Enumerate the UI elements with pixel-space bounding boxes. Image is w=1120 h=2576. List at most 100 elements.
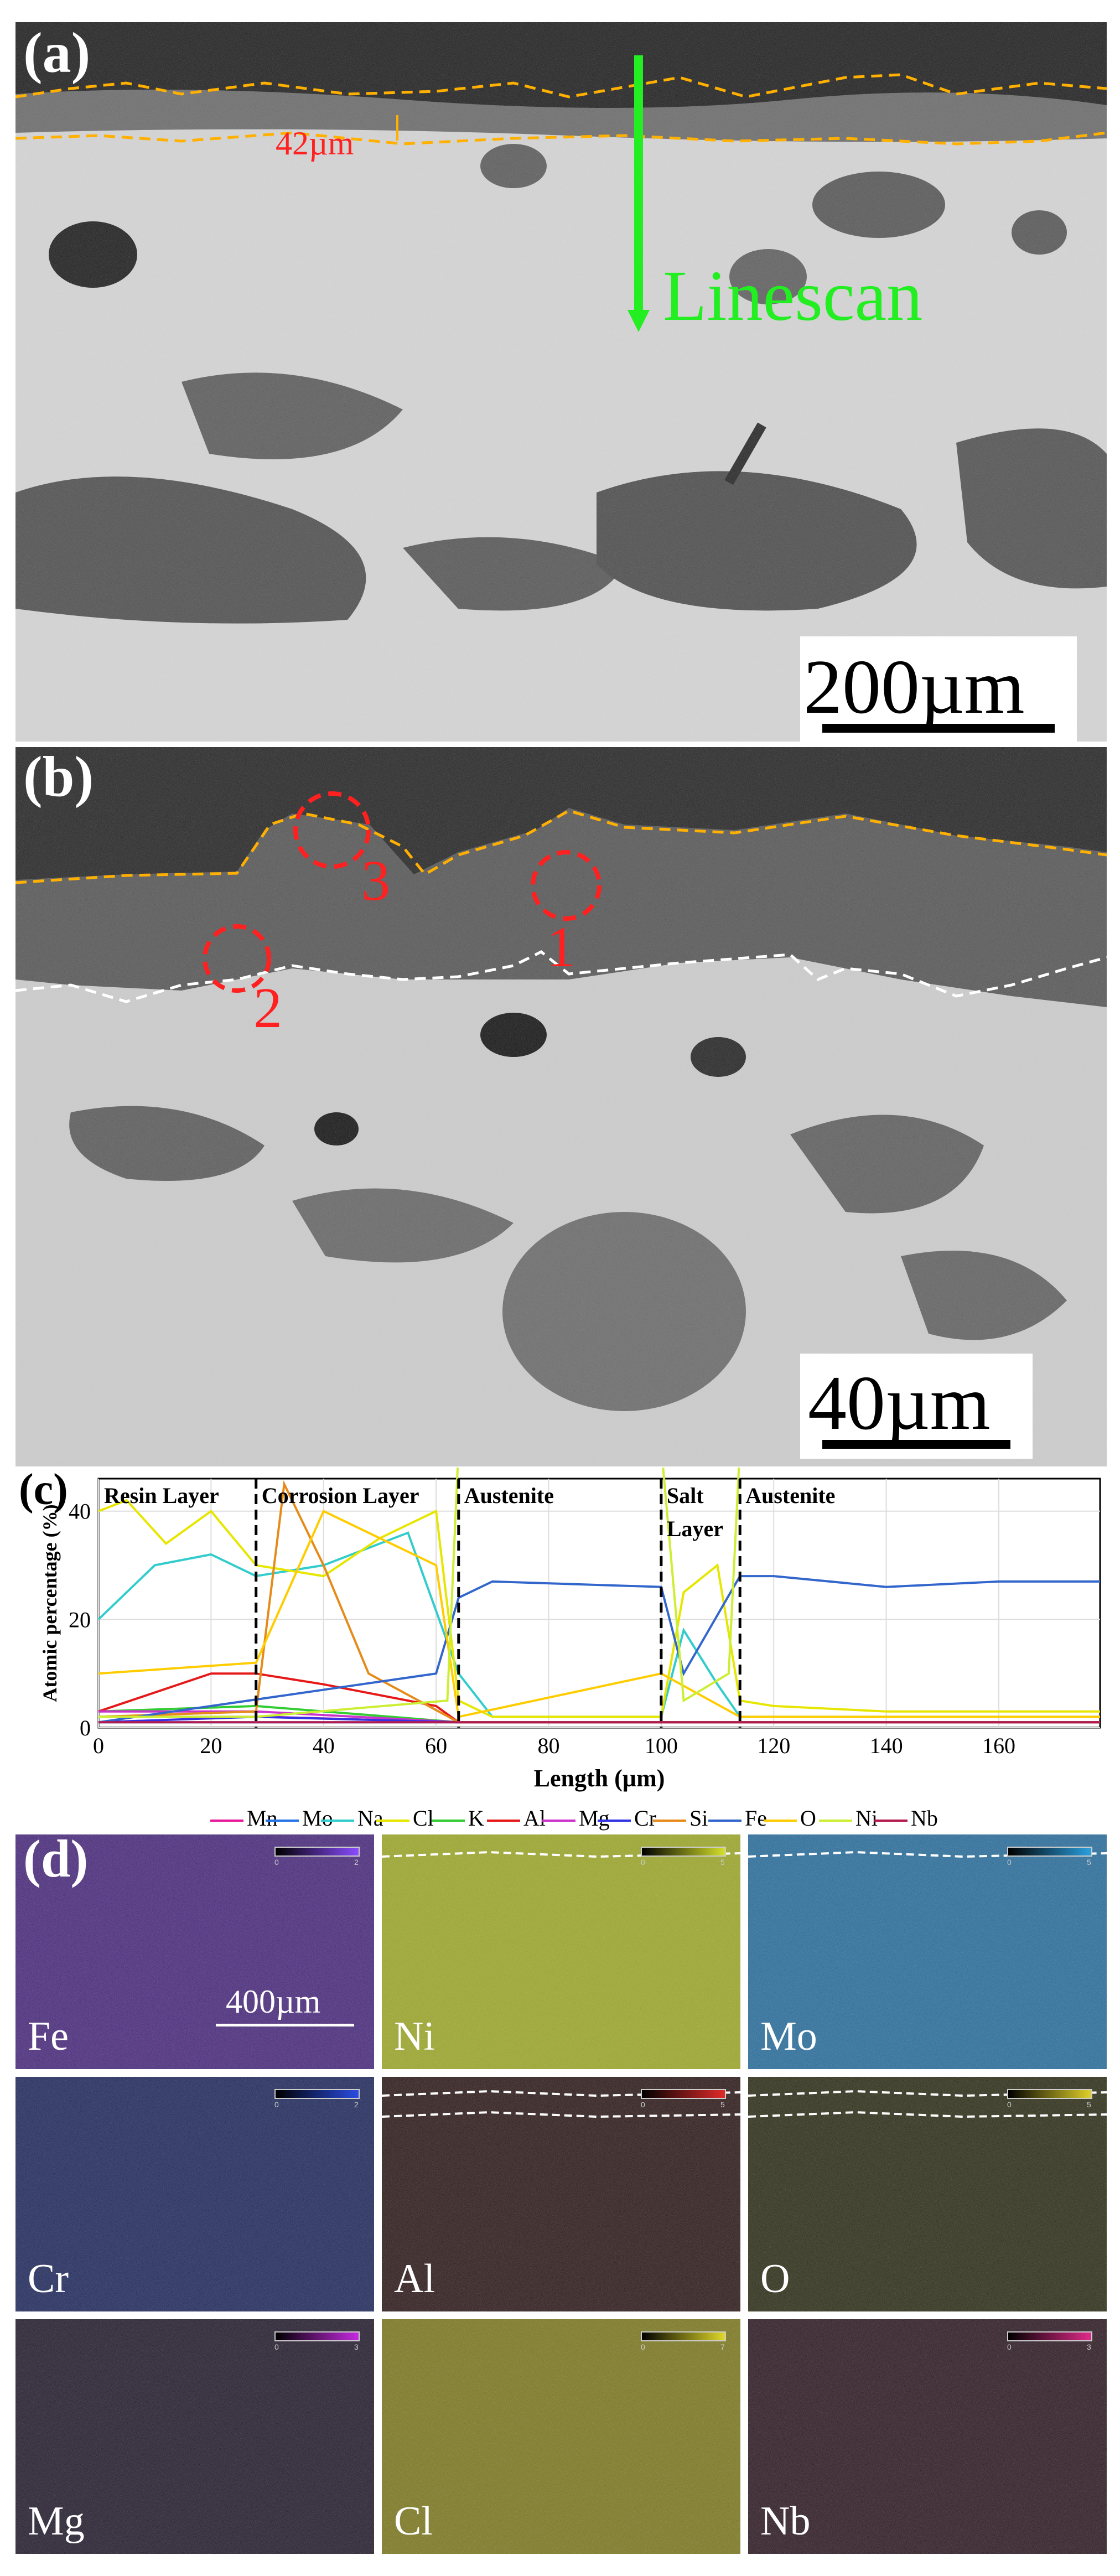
- legend-item-fe: Fe: [708, 1805, 767, 1831]
- legend-swatch: [874, 1819, 908, 1822]
- legend-item-ni: Ni: [819, 1805, 878, 1831]
- panel-c-label: (c): [19, 1465, 68, 1514]
- series-line-o: [98, 1510, 1100, 1718]
- legend-label: Mg: [579, 1806, 610, 1831]
- legend-item-cl: Cl: [376, 1805, 434, 1831]
- colorbar: [274, 1847, 360, 1857]
- legend-swatch: [598, 1819, 631, 1822]
- eds-map-image: [15, 1834, 374, 2069]
- legend-swatch: [376, 1819, 409, 1822]
- x-tick-label: 140: [870, 1733, 903, 1758]
- panel-b-scale-bar: [822, 1440, 1010, 1449]
- legend-label: Mo: [302, 1806, 333, 1831]
- colorbar-min: 0: [274, 2342, 279, 2351]
- layer-boundary: [748, 2111, 1107, 2118]
- series-line-cl: [98, 1499, 1100, 1718]
- x-tick-label: 20: [200, 1733, 222, 1758]
- eds-map-image: [748, 2319, 1107, 2554]
- colorbar: [641, 1847, 726, 1857]
- panel-d-scale-text: 400µm: [226, 1983, 321, 2020]
- x-tick-label: 160: [982, 1733, 1015, 1758]
- x-tick-label: 60: [425, 1733, 447, 1758]
- eds-map-image: [382, 2319, 740, 2554]
- colorbar-max: 5: [720, 1858, 725, 1867]
- legend-swatch: [487, 1819, 520, 1822]
- colorbar: [274, 2331, 360, 2341]
- y-tick-label: 20: [69, 1607, 91, 1632]
- legend-swatch: [764, 1819, 797, 1822]
- colorbar: [1007, 2089, 1092, 2099]
- eds-map-image: [15, 2319, 374, 2554]
- chart-region-boundaries: Resin Layer Corrosion Layer Austenite Salt L…: [104, 1479, 835, 1728]
- legend-label: K: [468, 1806, 484, 1831]
- panel-b-scale-text: 40µm: [808, 1360, 991, 1446]
- eds-map-al: 0 5 Al: [382, 2077, 740, 2311]
- colorbar-max: 5: [720, 2100, 725, 2109]
- eds-map-label: Fe: [28, 2014, 69, 2059]
- legend-item-si: Si: [653, 1805, 708, 1831]
- eds-map-o: 0 5 O: [748, 2077, 1107, 2311]
- legend-item-k: K: [432, 1805, 484, 1831]
- panel-b-image: [15, 747, 1107, 1466]
- eds-map-image: [748, 2077, 1107, 2311]
- linescan-label: Linescan: [663, 256, 923, 336]
- region-label: Corrosion Layer: [262, 1483, 419, 1508]
- legend-swatch: [266, 1819, 299, 1822]
- colorbar-min: 0: [641, 2100, 645, 2109]
- eds-map-label: Nb: [760, 2499, 811, 2544]
- eds-map-label: Ni: [394, 2014, 435, 2059]
- legend-item-cr: Cr: [598, 1805, 656, 1831]
- colorbar: [1007, 1847, 1092, 1857]
- region-label: Austenite: [464, 1483, 554, 1508]
- panel-a-scale-bar: [822, 724, 1055, 733]
- linescan-chart-svg: Resin Layer Corrosion Layer Austenite Salt L…: [39, 1445, 1101, 1792]
- legend-item-mo: Mo: [266, 1805, 333, 1831]
- legend-label: Fe: [745, 1806, 767, 1831]
- panel-d-eds-maps: 0 2 Fe (d) 400µm 0 5 Ni 0 5 Mo 0 2 Cr 0 5 Al 0 5 O 0 3 M…: [15, 1834, 1107, 2565]
- legend-label: Cr: [634, 1806, 656, 1831]
- legend-label: Cl: [413, 1806, 434, 1831]
- colorbar-max: 7: [720, 2342, 725, 2351]
- eds-map-label: Cr: [28, 2256, 69, 2302]
- x-tick-label: 80: [537, 1733, 559, 1758]
- eds-map-image: [382, 2077, 740, 2311]
- panel-d-label: (d): [23, 1834, 89, 1888]
- panel-a-scale-text: 200µm: [803, 644, 1025, 730]
- x-tick-label: 120: [757, 1733, 790, 1758]
- colorbar-min: 0: [1007, 1858, 1012, 1867]
- legend-swatch: [653, 1819, 686, 1822]
- legend-label: Ni: [855, 1806, 878, 1831]
- panel-a-micrograph: (a) 42µm Linescan 200µm: [15, 22, 1107, 742]
- colorbar-max: 3: [354, 2342, 359, 2351]
- colorbar: [641, 2089, 726, 2099]
- colorbar-max: 3: [1087, 2342, 1091, 2351]
- legend-item-al: Al: [487, 1805, 546, 1831]
- colorbar-min: 0: [641, 2342, 645, 2351]
- panel-b-label: (b): [23, 747, 94, 808]
- point-1-label: 1: [547, 915, 575, 979]
- colorbar: [1007, 2331, 1092, 2341]
- legend-item-mg: Mg: [542, 1805, 610, 1831]
- legend-swatch: [432, 1819, 465, 1822]
- panel-c-linescan-chart: Resin Layer Corrosion Layer Austenite Salt L…: [15, 1445, 1107, 1838]
- legend-swatch: [708, 1819, 742, 1822]
- region-label: Austenite: [745, 1483, 835, 1508]
- x-tick-label: 0: [93, 1733, 104, 1758]
- panel-b-micrograph: (b) 1 2 3 40µm: [15, 747, 1107, 1466]
- legend-swatch: [210, 1819, 243, 1822]
- x-tick-label: 40: [313, 1733, 335, 1758]
- eds-map-image: [382, 1834, 740, 2069]
- colorbar-min: 0: [1007, 2342, 1012, 2351]
- colorbar-min: 0: [274, 2100, 279, 2109]
- legend-label: Na: [357, 1806, 383, 1831]
- panel-a-scalebar-box: 200µm: [800, 636, 1077, 742]
- colorbar-max: 5: [1087, 2100, 1091, 2109]
- eds-map-ni: 0 5 Ni: [382, 1834, 740, 2069]
- panel-b-scalebar-box: 40µm: [800, 1354, 1033, 1459]
- legend-swatch: [819, 1819, 852, 1822]
- legend-item-mn: Mn: [210, 1805, 278, 1831]
- legend-label: Al: [523, 1806, 546, 1831]
- colorbar-max: 2: [354, 1858, 359, 1867]
- region-label: Salt Layer: [667, 1483, 723, 1541]
- eds-map-label: Al: [394, 2256, 435, 2302]
